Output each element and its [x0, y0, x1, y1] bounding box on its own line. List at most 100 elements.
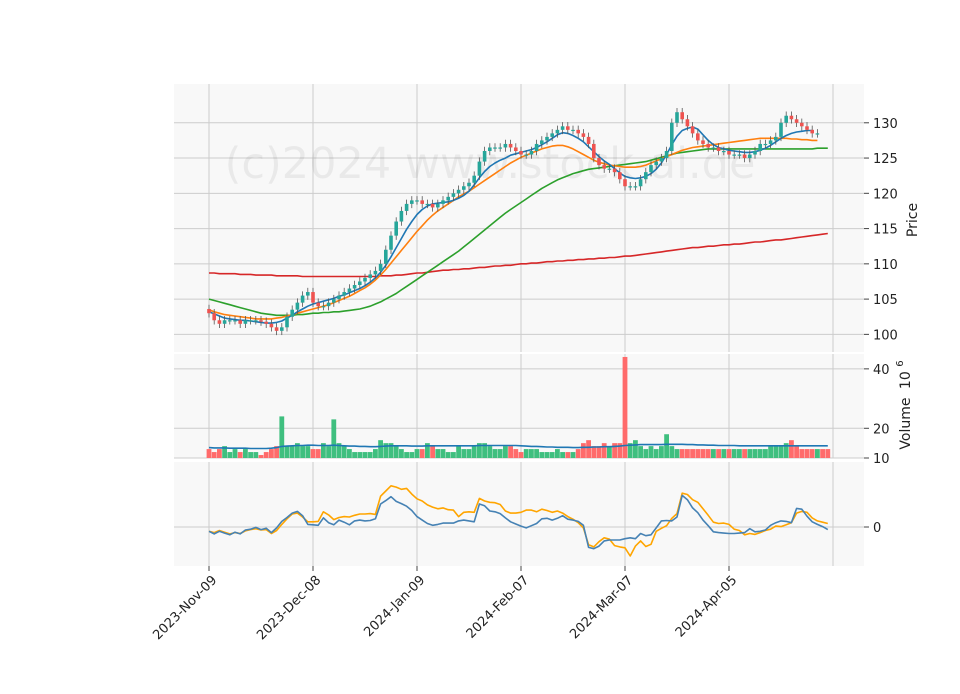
candle-body — [415, 200, 419, 202]
price-tick-label: 100 — [873, 328, 898, 343]
ma-short-line — [208, 126, 813, 324]
volume-bar — [721, 449, 727, 458]
candle-body — [316, 302, 320, 307]
candle-body — [727, 151, 731, 155]
candle-body — [217, 320, 222, 324]
x-tick-label: 2023-Dec-08 — [254, 573, 324, 643]
volume-bar — [539, 452, 545, 458]
x-tick-label: 2024-Feb-07 — [464, 573, 533, 642]
candle-body — [644, 172, 648, 180]
candle-body — [399, 210, 404, 222]
candle-body — [768, 140, 773, 144]
volume-bar — [534, 449, 539, 458]
candle-body — [545, 136, 549, 141]
volume-bar — [232, 449, 238, 458]
volume-bar — [544, 452, 550, 458]
volume-bar — [726, 449, 732, 458]
volume-bar — [575, 449, 581, 458]
candle-body — [722, 151, 726, 153]
volume-bar — [711, 449, 716, 458]
candle-body — [618, 172, 622, 180]
volume-ma-line — [208, 443, 828, 450]
candle-body — [477, 161, 482, 176]
candle-body — [586, 136, 591, 144]
volume-bar — [373, 449, 378, 458]
candle-body — [690, 126, 695, 134]
ma-200-line — [209, 232, 828, 278]
candle-body — [321, 306, 326, 308]
x-tick-label: 2023-Nov-09 — [150, 573, 220, 643]
candle-body — [410, 200, 414, 204]
volume-bar — [310, 449, 316, 458]
volume-axis-exp: 10 — [898, 371, 914, 389]
volume-bar — [414, 449, 420, 458]
volume-bar — [471, 446, 477, 458]
volume-bar — [357, 452, 363, 458]
candle-body — [758, 143, 762, 151]
candle-body — [711, 147, 716, 149]
volume-bar — [362, 452, 368, 458]
volume-bar — [617, 443, 623, 458]
candle-body — [493, 147, 497, 149]
candle-body — [248, 320, 253, 322]
price-tick-label: 130 — [873, 117, 898, 132]
candle-body — [592, 143, 596, 159]
candle-body — [737, 154, 742, 156]
ma-mid-line — [208, 137, 818, 320]
candle-body — [633, 186, 638, 188]
price-tick-label: 115 — [873, 223, 898, 238]
volume-bar — [409, 452, 415, 458]
volume-bar — [461, 449, 467, 458]
candle-body — [290, 309, 294, 317]
oscillator-lines — [208, 484, 829, 557]
candle-body — [649, 165, 653, 173]
volume-bar — [570, 452, 576, 458]
candle-body — [685, 119, 690, 127]
oscillator-line-a — [208, 494, 829, 550]
volume-bar — [347, 449, 352, 458]
candle-body — [280, 327, 284, 331]
moving-averages — [208, 126, 828, 324]
volume-bar — [731, 449, 737, 458]
volume-bar — [466, 449, 472, 458]
candle-body — [623, 179, 627, 187]
volume-bar — [383, 443, 389, 458]
volume-bar — [586, 440, 591, 458]
candle-body — [664, 151, 669, 159]
candle-body — [602, 165, 606, 169]
candle-body — [326, 302, 331, 307]
candle-body — [560, 126, 565, 130]
volume-bar — [456, 446, 461, 458]
volume-bar — [648, 446, 654, 458]
candle-body — [659, 158, 664, 162]
volume-bar — [445, 452, 451, 458]
volume-bar — [633, 440, 638, 458]
candle-body — [404, 203, 409, 211]
candle-body — [701, 140, 705, 144]
volume-bar — [705, 449, 711, 458]
volume-bar — [612, 443, 617, 458]
candle-body — [430, 203, 435, 208]
candle-body — [394, 221, 398, 236]
candle-body — [555, 129, 560, 134]
candle-body — [332, 299, 336, 303]
candle-body — [706, 143, 710, 148]
volume-bar — [393, 446, 399, 458]
volume-bar — [627, 443, 633, 458]
volume-bar — [664, 434, 669, 458]
candle-body — [373, 270, 378, 275]
volume-bar — [503, 446, 508, 458]
volume-bar — [601, 443, 607, 458]
candle-body — [259, 320, 263, 322]
candle-body — [436, 203, 440, 208]
candle-body — [503, 143, 508, 148]
volume-bar — [331, 419, 337, 458]
candle-body — [285, 316, 289, 328]
price-tick-label: 105 — [873, 293, 898, 308]
candle-body — [675, 112, 679, 123]
volume-bar — [763, 449, 768, 458]
volume-bar — [430, 446, 435, 458]
volume-bar — [596, 446, 602, 458]
volume-bar — [783, 443, 789, 458]
volume-axis-label: Volume — [898, 398, 914, 450]
